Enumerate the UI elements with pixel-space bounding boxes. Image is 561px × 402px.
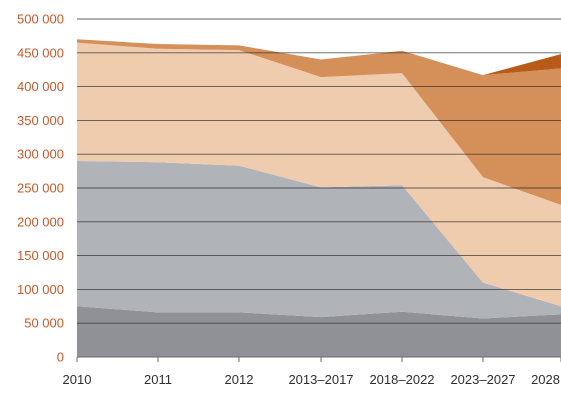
- y-tick-label: 400 000: [17, 79, 64, 94]
- area-series-3: [77, 42, 561, 307]
- y-tick-label: 500 000: [17, 12, 64, 27]
- gridlines: [77, 18, 561, 324]
- y-tick-label: 300 000: [17, 147, 64, 162]
- area-layers: [77, 39, 561, 357]
- x-axis: 2010 2011 2012 2013–2017 2018–2022 2023–2027 2…: [63, 356, 561, 387]
- area-series-5: [77, 39, 561, 76]
- y-tick-label: 250 000: [17, 181, 64, 196]
- y-tick-label: 450 000: [17, 45, 64, 60]
- x-tick-label: 2012: [225, 372, 254, 387]
- y-tick-label: 350 000: [17, 113, 64, 128]
- area-series-4: [77, 39, 561, 205]
- y-tick-label: 200 000: [17, 214, 64, 229]
- x-tick-label: 2028: [531, 372, 560, 387]
- y-tick-label: 100 000: [17, 282, 64, 297]
- x-tick-label: 2010: [63, 372, 92, 387]
- x-tick-label: 2023–2027: [450, 372, 515, 387]
- y-tick-label: 150 000: [17, 248, 64, 263]
- x-tick-label: 2011: [144, 372, 172, 387]
- y-tick-label: 50 000: [24, 316, 64, 331]
- x-tick-label: 2013–2017: [288, 372, 353, 387]
- area-series-2: [77, 160, 561, 319]
- area-series-1: [77, 306, 561, 357]
- x-tick-label: 2018–2022: [369, 372, 434, 387]
- y-axis: 0 50 000 100 000 150 000 200 000 250 000 300 0…: [17, 12, 64, 365]
- y-tick-label: 0: [57, 350, 64, 365]
